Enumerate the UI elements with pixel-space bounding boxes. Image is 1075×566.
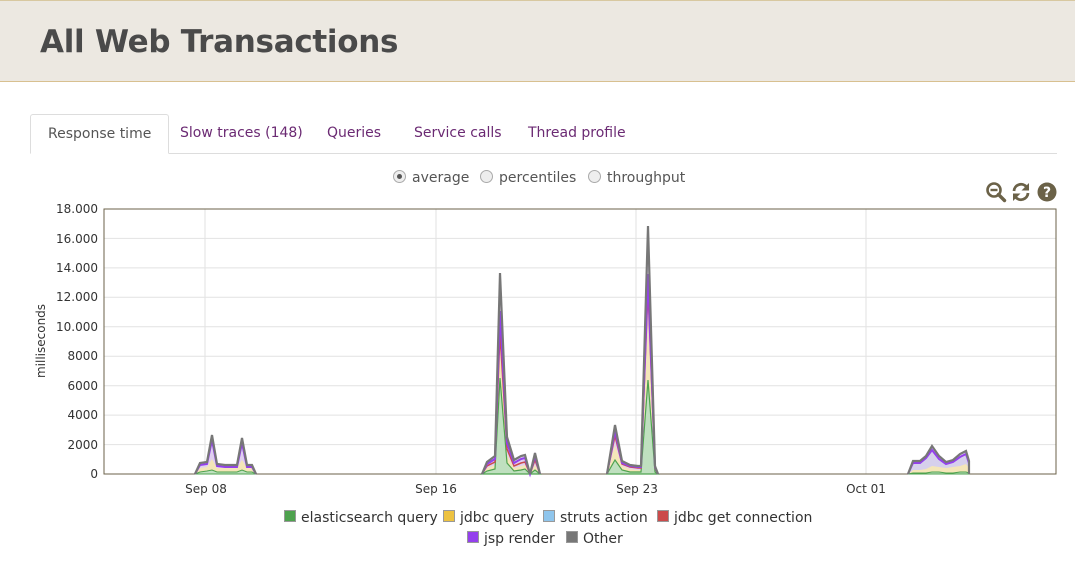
- svg-text:2000: 2000: [67, 438, 98, 452]
- legend-swatch: [543, 510, 555, 522]
- page-header: All Web Transactions: [0, 0, 1075, 82]
- legend-item-jdbc-get-connection[interactable]: jdbc get connection: [657, 510, 812, 526]
- tab-queries[interactable]: Queries: [327, 125, 382, 141]
- svg-text:Sep 16: Sep 16: [415, 482, 457, 496]
- y-axis-labels: 0 2000 4000 6000 8000 10.000 12.000 14.0…: [56, 202, 98, 481]
- help-icon[interactable]: ?: [1036, 181, 1058, 203]
- cluster-sep-08: [193, 434, 258, 475]
- svg-text:0: 0: [90, 467, 98, 481]
- svg-text:16.000: 16.000: [56, 232, 98, 246]
- legend-label: struts action: [560, 510, 648, 526]
- svg-text:?: ?: [1043, 185, 1051, 201]
- tab-service-calls[interactable]: Service calls: [414, 125, 502, 141]
- svg-text:10.000: 10.000: [56, 320, 98, 334]
- legend-item-elasticsearch-query[interactable]: elasticsearch query: [284, 510, 438, 526]
- legend-item-jdbc-query[interactable]: jdbc query: [443, 510, 534, 526]
- radio-average-indicator[interactable]: [393, 170, 406, 183]
- tab-response-time[interactable]: Response time: [30, 114, 170, 154]
- response-time-chart[interactable]: 0 2000 4000 6000 8000 10.000 12.000 14.0…: [0, 0, 1075, 510]
- cluster-oct: [906, 443, 971, 475]
- radio-throughput-label: throughput: [607, 170, 686, 186]
- svg-text:Sep 23: Sep 23: [616, 482, 658, 496]
- legend-item-struts-action[interactable]: struts action: [543, 510, 648, 526]
- radio-throughput[interactable]: throughput: [588, 170, 685, 186]
- legend-item-jsp-render[interactable]: jsp render: [467, 531, 555, 547]
- page-title: All Web Transactions: [40, 24, 399, 60]
- x-axis-labels: Sep 08 Sep 16 Sep 23 Oct 01: [185, 482, 886, 496]
- legend-swatch: [467, 531, 479, 543]
- legend-swatch: [566, 531, 578, 543]
- svg-text:Oct 01: Oct 01: [846, 482, 886, 496]
- legend-label: jdbc query: [460, 510, 535, 526]
- radio-average[interactable]: average: [393, 170, 469, 186]
- cluster-sep-18: [479, 272, 542, 478]
- y-axis-title: milliseconds: [34, 304, 48, 378]
- legend-swatch: [443, 510, 455, 522]
- legend-label: jsp render: [484, 531, 555, 547]
- plot-area: [103, 208, 1057, 475]
- svg-text:6000: 6000: [67, 379, 98, 393]
- tab-slow-traces[interactable]: Slow traces (148): [180, 125, 303, 141]
- radio-average-label: average: [412, 170, 470, 186]
- radio-percentiles[interactable]: percentiles: [480, 170, 576, 186]
- legend-swatch: [284, 510, 296, 522]
- svg-text:14.000: 14.000: [56, 261, 98, 275]
- svg-text:12.000: 12.000: [56, 290, 98, 304]
- radio-throughput-indicator[interactable]: [588, 170, 601, 183]
- legend-label: elasticsearch query: [301, 510, 438, 526]
- grid-lines: [104, 209, 1056, 474]
- svg-text:8000: 8000: [67, 349, 98, 363]
- refresh-icon[interactable]: [1010, 181, 1032, 203]
- cluster-sep-23: [605, 225, 660, 475]
- svg-text:4000: 4000: [67, 408, 98, 422]
- tab-thread-profile[interactable]: Thread profile: [528, 125, 626, 141]
- tab-bar: Response time Slow traces (148) Queries …: [30, 114, 1057, 154]
- legend-label: jdbc get connection: [674, 510, 813, 526]
- svg-text:Sep 08: Sep 08: [185, 482, 227, 496]
- legend-item-other[interactable]: Other: [566, 531, 623, 547]
- zoom-out-icon[interactable]: [985, 181, 1007, 203]
- radio-percentiles-indicator[interactable]: [480, 170, 493, 183]
- legend-swatch: [657, 510, 669, 522]
- radio-percentiles-label: percentiles: [499, 170, 577, 186]
- svg-text:18.000: 18.000: [56, 202, 98, 216]
- legend-label: Other: [583, 531, 623, 547]
